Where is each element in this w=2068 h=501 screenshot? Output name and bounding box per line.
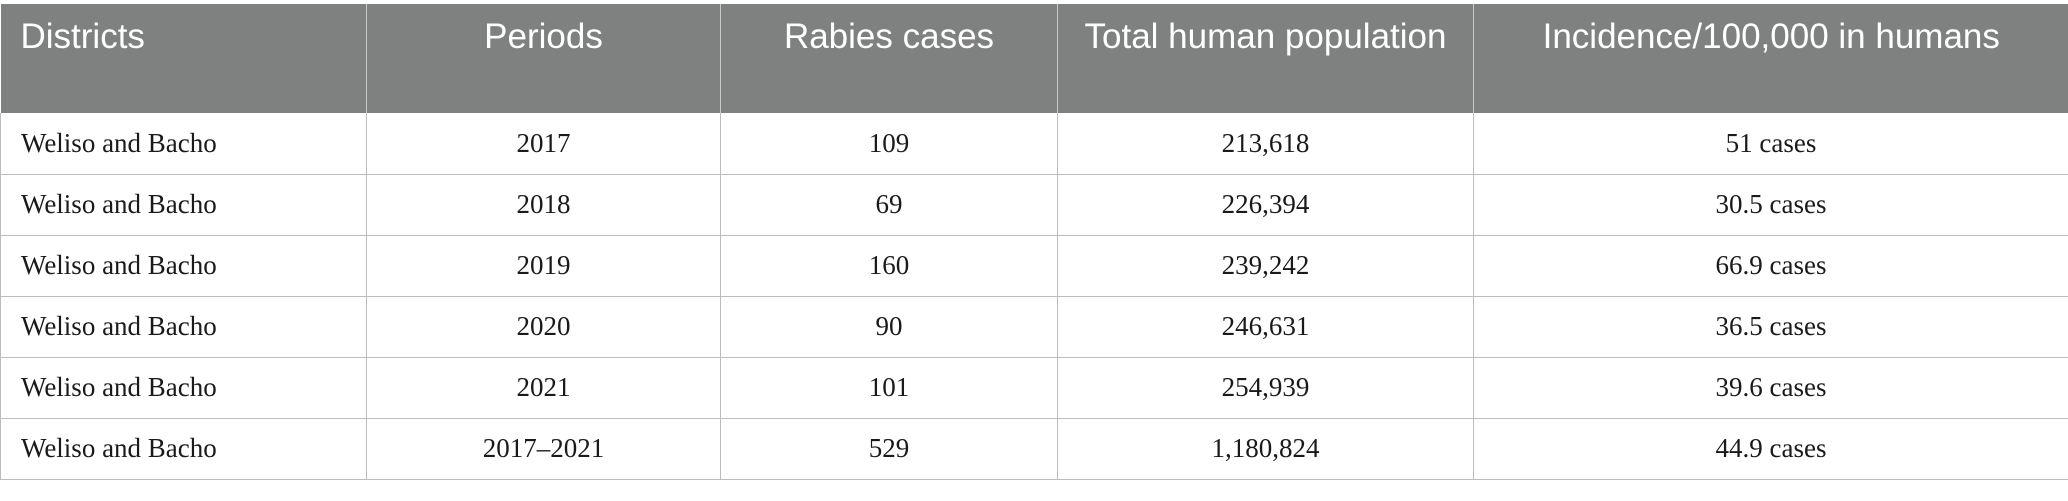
cell-population: 239,242 — [1057, 235, 1474, 297]
cell-population: 226,394 — [1057, 174, 1474, 236]
cell-population: 254,939 — [1057, 357, 1474, 419]
cell-district: Weliso and Bacho — [0, 418, 367, 480]
cell-period: 2018 — [366, 174, 721, 236]
header-row: Districts Periods Rabies cases Total hum… — [0, 4, 2068, 113]
cell-incidence: 30.5 cases — [1473, 174, 2068, 236]
cell-district: Weliso and Bacho — [0, 113, 367, 175]
table-row: Weliso and Bacho 2020 90 246,631 36.5 ca… — [0, 296, 2068, 358]
cell-incidence: 44.9 cases — [1473, 418, 2068, 480]
rabies-incidence-table: Districts Periods Rabies cases Total hum… — [0, 4, 2068, 480]
cell-rabies-cases: 69 — [720, 174, 1058, 236]
cell-district: Weliso and Bacho — [0, 296, 367, 358]
table-row: Weliso and Bacho 2021 101 254,939 39.6 c… — [0, 357, 2068, 419]
table-row: Weliso and Bacho 2018 69 226,394 30.5 ca… — [0, 174, 2068, 236]
table-row-total: Weliso and Bacho 2017–2021 529 1,180,824… — [0, 418, 2068, 480]
cell-period: 2017–2021 — [366, 418, 721, 480]
cell-rabies-cases: 90 — [720, 296, 1058, 358]
header-total-population: Total human population — [1057, 4, 1474, 113]
cell-rabies-cases: 160 — [720, 235, 1058, 297]
cell-rabies-cases: 101 — [720, 357, 1058, 419]
cell-period: 2020 — [366, 296, 721, 358]
cell-incidence: 36.5 cases — [1473, 296, 2068, 358]
header-districts: Districts — [0, 4, 367, 113]
cell-period: 2019 — [366, 235, 721, 297]
cell-district: Weliso and Bacho — [0, 235, 367, 297]
table-row: Weliso and Bacho 2019 160 239,242 66.9 c… — [0, 235, 2068, 297]
cell-population: 213,618 — [1057, 113, 1474, 175]
table-row: Weliso and Bacho 2017 109 213,618 51 cas… — [0, 113, 2068, 175]
cell-incidence: 51 cases — [1473, 113, 2068, 175]
table-header: Districts Periods Rabies cases Total hum… — [0, 4, 2068, 113]
cell-period: 2021 — [366, 357, 721, 419]
table-body: Weliso and Bacho 2017 109 213,618 51 cas… — [0, 113, 2068, 480]
cell-incidence: 66.9 cases — [1473, 235, 2068, 297]
header-periods: Periods — [366, 4, 721, 113]
header-rabies-cases: Rabies cases — [720, 4, 1058, 113]
cell-population: 246,631 — [1057, 296, 1474, 358]
cell-rabies-cases: 109 — [720, 113, 1058, 175]
header-incidence: Incidence/100,000 in humans — [1473, 4, 2068, 113]
cell-district: Weliso and Bacho — [0, 357, 367, 419]
cell-district: Weliso and Bacho — [0, 174, 367, 236]
rabies-incidence-table-container: Districts Periods Rabies cases Total hum… — [0, 4, 2068, 480]
cell-rabies-cases: 529 — [720, 418, 1058, 480]
cell-incidence: 39.6 cases — [1473, 357, 2068, 419]
cell-population: 1,180,824 — [1057, 418, 1474, 480]
cell-period: 2017 — [366, 113, 721, 175]
